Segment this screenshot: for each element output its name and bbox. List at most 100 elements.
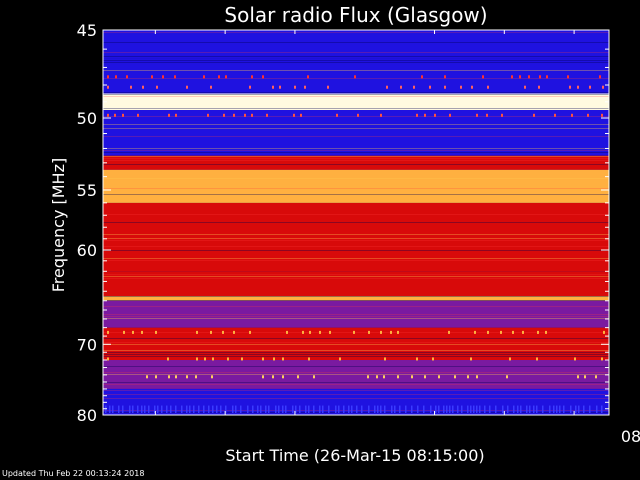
texture-line [103, 160, 609, 161]
speckle [575, 405, 577, 413]
speckle [430, 405, 432, 413]
speckle [384, 357, 386, 361]
speckle [383, 375, 385, 379]
speckle [377, 405, 379, 413]
speckle [479, 405, 481, 413]
speckle [448, 330, 450, 334]
texture-line [103, 274, 609, 275]
speckle [336, 113, 338, 117]
speckle [449, 113, 451, 117]
speckle [122, 405, 124, 413]
speckle [157, 405, 159, 413]
speckle [338, 405, 340, 413]
texture-line [103, 128, 609, 129]
speckle [596, 405, 598, 413]
speckle [297, 375, 299, 379]
texture-line [103, 250, 609, 251]
speckle [247, 405, 249, 413]
speckle [416, 113, 418, 117]
speckle [584, 375, 586, 379]
speckle [252, 405, 254, 413]
speckle [386, 85, 388, 89]
speckle [273, 357, 275, 361]
band-2 [103, 93, 609, 110]
speckle [357, 113, 359, 117]
speckle [476, 405, 478, 413]
speckle [235, 405, 237, 413]
y-axis: 45 50 55 60 70 80 [77, 21, 609, 425]
speckle [162, 75, 164, 79]
speckle [486, 113, 488, 117]
speckle [601, 357, 603, 361]
speckle [467, 375, 469, 379]
y-tick-label: 50 [77, 109, 97, 128]
speckle [549, 405, 551, 413]
plot-frame [102, 29, 610, 416]
speckle [449, 405, 451, 413]
speckle [193, 405, 195, 413]
texture-line [103, 246, 609, 247]
speckle [107, 330, 109, 334]
speckle [423, 405, 425, 413]
texture-line [103, 214, 609, 215]
speckle [156, 85, 158, 89]
speckle [500, 330, 502, 334]
speckle [210, 85, 212, 89]
speckle [308, 357, 310, 361]
speckle [146, 375, 148, 379]
speckle [476, 375, 478, 379]
speckle [501, 113, 503, 117]
speckle [313, 405, 315, 413]
speckle [542, 405, 544, 413]
band-11 [103, 360, 609, 389]
speckle [460, 85, 462, 89]
speckle [218, 75, 220, 79]
speckle [432, 357, 434, 361]
band-10 [103, 327, 609, 360]
speckle [112, 405, 114, 413]
speckle [599, 75, 601, 79]
speckle [225, 75, 227, 79]
speckle [151, 75, 153, 79]
texture-line [103, 194, 609, 195]
texture-line [103, 398, 609, 399]
speckle [294, 85, 296, 89]
speckle [168, 375, 170, 379]
speckle [241, 357, 243, 361]
speckle [293, 113, 295, 117]
speckle [517, 405, 519, 413]
speckle [292, 405, 294, 413]
speckle [166, 405, 168, 413]
speckle [452, 405, 454, 413]
speckle [223, 113, 225, 117]
speckle [569, 85, 571, 89]
speckle [473, 405, 475, 413]
speckle [129, 405, 131, 413]
speckle [295, 405, 297, 413]
texture-line [103, 306, 609, 307]
speckle [446, 405, 448, 413]
speckle [533, 405, 535, 413]
band-6 [103, 202, 609, 272]
texture-line [103, 32, 609, 33]
speckle [175, 113, 177, 117]
speckle [524, 85, 526, 89]
speckle [251, 75, 253, 79]
speckle [107, 75, 109, 79]
speckle [260, 405, 262, 413]
speckle [233, 330, 235, 334]
texture-line [103, 300, 609, 301]
texture-line [103, 350, 609, 351]
speckle [376, 375, 378, 379]
speckle [489, 405, 491, 413]
speckle [482, 75, 484, 79]
speckle [556, 405, 558, 413]
speckle [513, 405, 515, 413]
speckle [506, 375, 508, 379]
speckle [232, 405, 234, 413]
speckle [434, 113, 436, 117]
texture-line [103, 116, 609, 117]
speckle [574, 357, 576, 361]
texture-line [103, 372, 609, 373]
texture-line [103, 384, 609, 385]
